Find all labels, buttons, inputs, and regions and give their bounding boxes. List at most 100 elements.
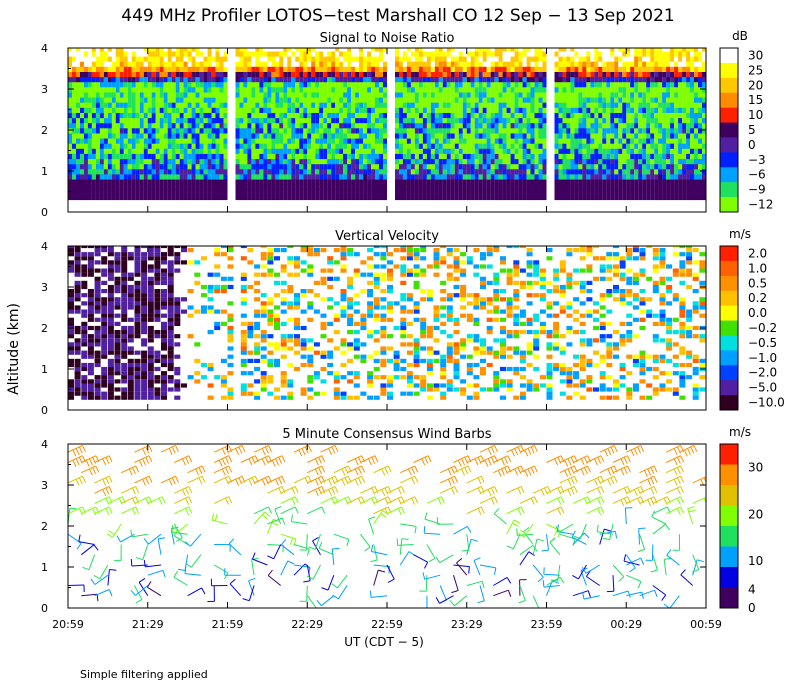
snr-cell [470, 143, 475, 149]
snr-cell [574, 112, 579, 119]
snr-cell [143, 97, 148, 103]
snr-cell [335, 138, 340, 144]
snr-cell [91, 87, 96, 93]
snr-cell [442, 97, 447, 103]
snr-cell [434, 189, 439, 195]
snr-cell [454, 143, 459, 149]
snr-cell [103, 189, 108, 195]
snr-cell [283, 189, 288, 195]
vv-cell [101, 260, 108, 265]
snr-cell [402, 158, 407, 165]
snr-cell [359, 71, 364, 78]
snr-cell [207, 112, 212, 119]
snr-cell [199, 112, 204, 119]
snr-cell [634, 48, 639, 52]
snr-cell [634, 138, 639, 144]
snr-cell [263, 76, 268, 83]
snr-cell [454, 189, 459, 195]
snr-cell [147, 163, 152, 170]
snr-cell [650, 168, 655, 175]
snr-cell [506, 92, 511, 98]
snr-cell [614, 81, 619, 88]
snr-cell [107, 179, 112, 185]
snr-cell [127, 168, 132, 175]
snr-cell [574, 133, 579, 139]
snr-cell [223, 158, 228, 165]
snr-cell [586, 71, 591, 78]
snr-cell [84, 51, 88, 57]
snr-cell [434, 184, 439, 190]
snr-cell [506, 122, 511, 129]
snr-cell [530, 97, 535, 103]
snr-cell [402, 143, 407, 149]
snr-cell [402, 189, 407, 195]
snr-cell [211, 168, 216, 175]
snr-cell [271, 168, 276, 175]
snr-cell [195, 174, 200, 180]
snr-cell [127, 76, 132, 83]
snr-cell [598, 148, 603, 154]
snr-cell [426, 102, 431, 108]
snr-cell [482, 117, 487, 124]
snr-cell [410, 122, 415, 129]
snr-cell [606, 184, 611, 190]
snr-cell [410, 138, 415, 144]
snr-cell [319, 87, 324, 93]
snr-cell [554, 61, 559, 67]
snr-cell [502, 189, 507, 195]
snr-cell [446, 179, 451, 185]
snr-cell [538, 87, 543, 93]
snr-cell [243, 92, 248, 98]
snr-cell [406, 102, 411, 108]
snr-cell [698, 143, 702, 149]
snr-cell [351, 153, 356, 160]
snr-cell [191, 168, 196, 175]
snr-cell [251, 194, 256, 201]
snr-cell [494, 92, 499, 98]
snr-cell [103, 153, 108, 160]
snr-cell [87, 66, 92, 72]
vv-cell [107, 276, 114, 281]
snr-cell [147, 148, 152, 154]
snr-cell [99, 81, 104, 88]
snr-cell [351, 179, 356, 185]
snr-cell [618, 97, 623, 103]
snr-cell [662, 71, 667, 78]
snr-cell [518, 87, 523, 93]
snr-cell [418, 66, 423, 72]
snr-cell [434, 138, 439, 144]
snr-cell [482, 138, 487, 144]
vv-cell [94, 395, 101, 400]
snr-cell [610, 92, 615, 98]
snr-cell [139, 51, 144, 57]
snr-cell [279, 117, 284, 124]
x-axis-label: UT (CDT − 5) [344, 635, 424, 649]
snr-cell [339, 133, 344, 139]
snr-cell [267, 138, 272, 144]
snr-cell [95, 97, 100, 103]
vv-cell [127, 330, 134, 335]
snr-cell [486, 87, 491, 93]
snr-cell [179, 71, 184, 78]
snr-cell [399, 133, 403, 139]
snr-cell [542, 51, 547, 57]
snr-cell [542, 102, 547, 108]
vv-cell [114, 305, 121, 310]
snr-cell [594, 97, 599, 103]
snr-cell [574, 76, 579, 83]
snr-cell [135, 174, 140, 180]
snr-cell [335, 66, 340, 72]
snr-cell [303, 148, 308, 154]
snr-cell [562, 117, 567, 124]
snr-cell [486, 81, 491, 88]
snr-cell [594, 174, 599, 180]
vv-cell [68, 342, 74, 347]
snr-cell [438, 87, 443, 93]
snr-cell [203, 56, 208, 62]
snr-cell [554, 102, 559, 108]
snr-cell [510, 148, 515, 154]
snr-cell [111, 179, 116, 185]
snr-cell [139, 97, 144, 103]
snr-cell [682, 174, 687, 180]
snr-cell [514, 51, 519, 57]
